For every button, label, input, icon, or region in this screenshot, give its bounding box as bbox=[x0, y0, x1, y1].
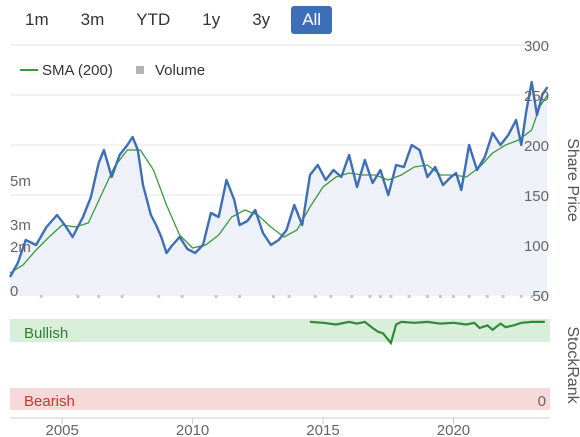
range-button-3y[interactable]: 3y bbox=[252, 10, 271, 29]
volume-axis-ticks: 0 2m 3m 5m bbox=[10, 173, 31, 300]
range-button-all[interactable]: All bbox=[291, 6, 333, 34]
bearish-band bbox=[10, 388, 550, 410]
range-button-1m[interactable]: 1m bbox=[25, 10, 49, 29]
stockrank-axis-title: StockRank bbox=[564, 326, 580, 404]
volume-tick-label: 3m bbox=[10, 217, 31, 234]
price-axis-ticks: 50 100 150 200 250 300 bbox=[524, 38, 549, 305]
volume-tick-label: 2m bbox=[10, 239, 31, 256]
price-area-fill bbox=[10, 82, 548, 295]
volume-tick-label: 5m bbox=[10, 173, 31, 190]
volume-tick-label: 0 bbox=[10, 283, 18, 300]
range-button-ytd[interactable]: YTD bbox=[136, 10, 171, 29]
stockrank-zero-label: 0 bbox=[538, 393, 546, 410]
volume-legend-swatch bbox=[136, 66, 144, 74]
x-tick-label: 2020 bbox=[437, 422, 470, 437]
price-tick-label: 250 bbox=[524, 88, 549, 105]
share-price-axis-title: Share Price bbox=[564, 138, 580, 222]
stockrank-line bbox=[309, 320, 545, 346]
x-axis-ticks: 2005 2010 2015 2020 bbox=[45, 418, 470, 437]
sma-line bbox=[9, 94, 548, 274]
bullish-label: Bullish bbox=[24, 325, 68, 342]
price-tick-label: 200 bbox=[524, 138, 549, 155]
price-tick-label: 150 bbox=[524, 188, 549, 205]
x-tick-label: 2015 bbox=[306, 422, 339, 437]
range-button-1y[interactable]: 1y bbox=[202, 10, 221, 29]
bearish-label: Bearish bbox=[24, 393, 75, 410]
price-line bbox=[8, 80, 549, 278]
legend-sma-label: SMA (200) bbox=[42, 62, 113, 79]
x-tick-label: 2010 bbox=[176, 422, 209, 437]
legend-volume-label: Volume bbox=[155, 62, 205, 79]
legend: SMA (200) Volume bbox=[20, 62, 205, 79]
range-button-3m[interactable]: 3m bbox=[80, 10, 105, 29]
price-tick-label: 300 bbox=[524, 38, 549, 55]
price-tick-label: 50 bbox=[532, 288, 549, 305]
price-tick-label: 100 bbox=[524, 238, 549, 255]
range-selector: 1m 3m YTD 1y 3y All bbox=[14, 6, 342, 36]
bullish-band bbox=[10, 319, 550, 342]
x-tick-label: 2005 bbox=[45, 422, 78, 437]
